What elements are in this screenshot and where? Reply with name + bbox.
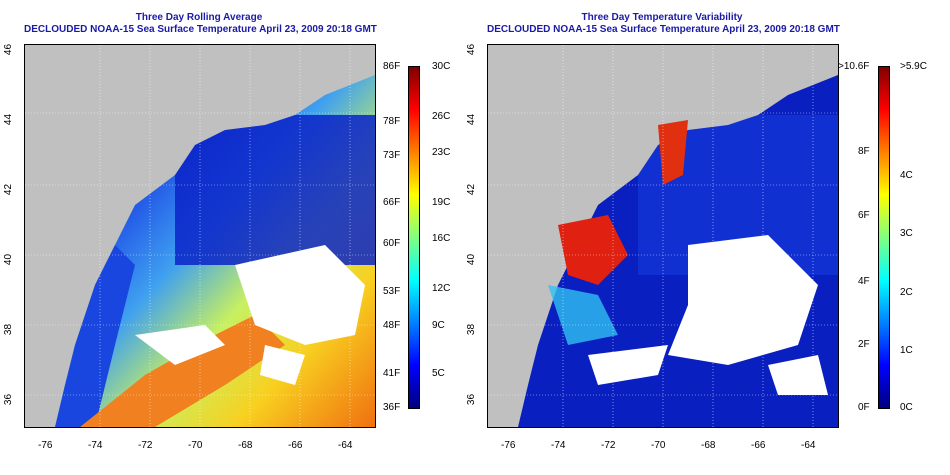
right-cbar-c-0: 0C <box>900 402 913 413</box>
left-cbar-f-36: 36F <box>383 402 401 413</box>
right-variability-map <box>487 44 839 428</box>
left-lon-70: -70 <box>188 440 203 451</box>
left-land-mass <box>25 45 375 427</box>
right-lon-66: -66 <box>751 440 766 451</box>
left-cbar-f-66: 66F <box>383 197 401 208</box>
left-cloud-patch-2 <box>135 325 225 365</box>
left-gridlines <box>25 45 375 427</box>
right-lon-74: -74 <box>551 440 566 451</box>
left-sst-map <box>24 44 376 428</box>
left-sst-image <box>25 45 375 427</box>
left-lon-64: -64 <box>338 440 353 451</box>
right-lon-68: -68 <box>701 440 716 451</box>
right-lat-38: 38 <box>466 323 478 336</box>
right-gridlines <box>488 45 838 427</box>
left-cbar-f-78: 78F <box>383 116 401 127</box>
left-cbar-c-16: 16C <box>432 233 451 244</box>
left-north-cold-water <box>175 115 375 265</box>
left-cbar-c-9: 9C <box>432 320 445 331</box>
left-coastal-blue <box>55 245 135 427</box>
right-cbar-c-3: 3C <box>900 228 913 239</box>
right-title-line1: Three Day Temperature Variability <box>581 12 743 23</box>
right-cbar-f-8: 8F <box>858 146 870 157</box>
right-colorbar <box>878 66 890 409</box>
right-cbar-f-10.6: >10.6F <box>838 61 870 72</box>
right-cbar-f-6: 6F <box>858 210 870 221</box>
right-land-mass <box>488 45 838 427</box>
right-variability-image <box>488 45 838 427</box>
left-cbar-c-12: 12C <box>432 283 451 294</box>
right-cbar-f-0: 0F <box>858 402 870 413</box>
left-lat-42: 42 <box>3 183 15 196</box>
right-lon-70: -70 <box>651 440 666 451</box>
left-cloud-patch-3 <box>260 345 305 385</box>
left-lon-74: -74 <box>88 440 103 451</box>
left-cbar-c-19: 19C <box>432 197 451 208</box>
left-colorbar <box>408 66 420 409</box>
right-lon-72: -72 <box>601 440 616 451</box>
left-lat-46: 46 <box>3 43 15 56</box>
left-cbar-f-86: 86F <box>383 61 401 72</box>
right-title-line2: DECLOUDED NOAA-15 Sea Surface Temperatur… <box>487 24 840 35</box>
right-lat-42: 42 <box>466 183 478 196</box>
right-cbar-c-5.9: >5.9C <box>900 61 927 72</box>
right-lat-40: 40 <box>466 253 478 266</box>
right-cbar-c-2: 2C <box>900 287 913 298</box>
right-lat-44: 44 <box>466 113 478 126</box>
left-cbar-c-30: 30C <box>432 61 451 72</box>
right-cloud-patch-2 <box>588 345 668 385</box>
left-lat-40: 40 <box>3 253 15 266</box>
left-cbar-f-53: 53F <box>383 286 401 297</box>
left-lon-68: -68 <box>238 440 253 451</box>
left-cbar-f-48: 48F <box>383 320 401 331</box>
left-lon-76: -76 <box>38 440 53 451</box>
left-cbar-f-41: 41F <box>383 368 401 379</box>
left-title-line2: DECLOUDED NOAA-15 Sea Surface Temperatur… <box>24 24 377 35</box>
left-cbar-c-5: 5C <box>432 368 445 379</box>
left-warm-gulf-stream <box>80 315 285 427</box>
right-lon-76: -76 <box>501 440 516 451</box>
right-cbar-f-4: 4F <box>858 276 870 287</box>
right-hot-spot-1 <box>558 215 628 285</box>
right-lat-46: 46 <box>466 43 478 56</box>
left-lat-36: 36 <box>3 393 15 406</box>
right-cbar-f-2: 2F <box>858 339 870 350</box>
right-lat-36: 36 <box>466 393 478 406</box>
right-warm-band <box>548 285 618 345</box>
left-title-line1: Three Day Rolling Average <box>135 12 263 23</box>
left-cbar-c-26: 26C <box>432 111 451 122</box>
right-cbar-c-4: 4C <box>900 170 913 181</box>
left-cbar-c-23: 23C <box>432 147 451 158</box>
right-cloud-patch-1 <box>668 235 818 365</box>
left-lon-66: -66 <box>288 440 303 451</box>
right-cbar-c-1: 1C <box>900 345 913 356</box>
right-lon-64: -64 <box>801 440 816 451</box>
right-hot-spot-2 <box>658 120 688 185</box>
left-cbar-f-73: 73F <box>383 150 401 161</box>
left-lat-38: 38 <box>3 323 15 336</box>
left-lon-72: -72 <box>138 440 153 451</box>
left-lat-44: 44 <box>3 113 15 126</box>
left-cbar-f-60: 60F <box>383 238 401 249</box>
